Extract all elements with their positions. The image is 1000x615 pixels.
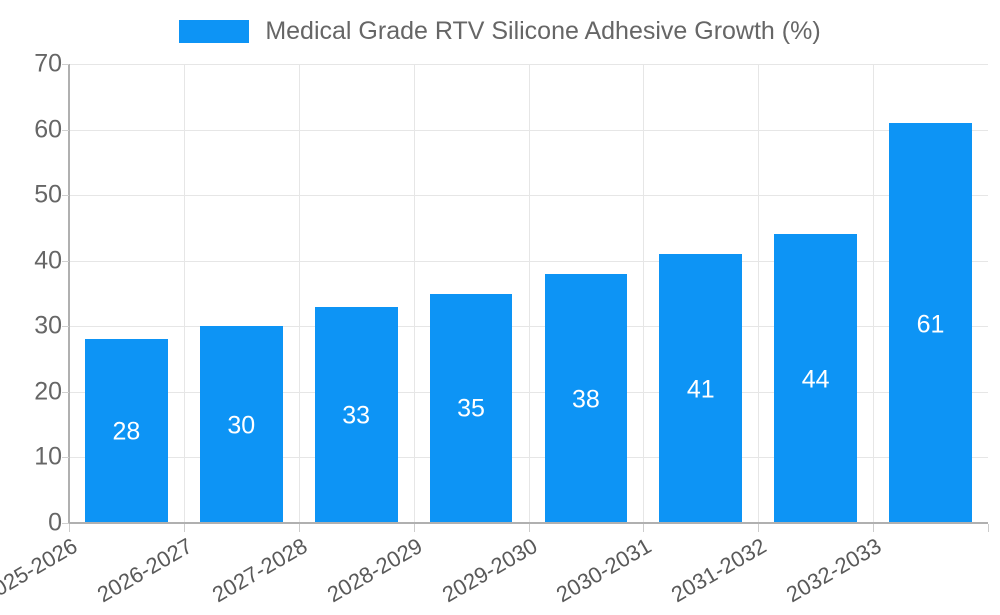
bar[interactable] [199, 326, 283, 523]
y-axis-tick-label: 0 [48, 508, 62, 537]
bar[interactable] [85, 339, 168, 523]
bar[interactable] [659, 254, 743, 523]
bar[interactable] [429, 293, 513, 523]
y-axis-tick-mark [62, 64, 69, 65]
gridline-horizontal [69, 64, 988, 65]
y-axis-tick-label: 40 [34, 246, 62, 275]
y-axis-tick-mark [62, 523, 69, 524]
y-axis-tick-label: 20 [34, 377, 62, 406]
x-axis-tick-mark [298, 524, 300, 532]
plot-area: 28 30 33 35 38 41 44 61 [69, 64, 988, 524]
x-axis-tick-label: 2031-2032 [667, 533, 771, 608]
gridline-vertical [643, 64, 644, 523]
gridline-horizontal [69, 391, 988, 393]
gridline-vertical [873, 64, 874, 523]
x-axis-line [69, 522, 988, 524]
gridline-horizontal [69, 195, 988, 197]
x-axis-tick-mark [183, 524, 185, 532]
chart-legend: Medical Grade RTV Silicone Adhesive Grow… [0, 10, 1000, 52]
x-axis-tick-label: 2032-2033 [782, 533, 886, 608]
y-axis-tick-mark [62, 391, 69, 393]
x-axis-tick-label: 2027-2028 [207, 533, 312, 608]
gridline-horizontal [69, 129, 988, 131]
y-axis-tick-mark [62, 260, 69, 262]
gridline-vertical [414, 64, 415, 523]
bar[interactable] [544, 273, 628, 523]
bar[interactable] [314, 306, 398, 523]
y-axis-tick-label: 70 [34, 49, 62, 78]
y-axis-tick-mark [62, 457, 69, 459]
x-axis-tick-mark [643, 524, 645, 532]
legend-swatch-series-1[interactable] [179, 19, 250, 43]
gridline-vertical [758, 64, 759, 523]
y-axis-tick-mark [62, 326, 69, 328]
x-axis-tick-mark [69, 524, 70, 532]
gridline-horizontal [69, 326, 988, 328]
x-axis-tick-mark [873, 524, 875, 532]
gridline-horizontal [69, 260, 988, 262]
y-axis-tick-mark [62, 195, 69, 197]
legend-label-series-1: Medical Grade RTV Silicone Adhesive Grow… [265, 16, 821, 45]
y-axis-line [68, 64, 70, 524]
x-axis-tick-mark [413, 524, 415, 532]
y-axis-tick-label: 50 [34, 180, 62, 209]
gridline-vertical [184, 64, 185, 523]
x-axis-tick-mark [528, 524, 530, 532]
x-axis-tick-label: 2028-2029 [322, 533, 427, 608]
gridline-horizontal [69, 457, 988, 459]
x-axis-tick-label: 2026-2027 [92, 533, 197, 608]
x-axis-tick-mark [758, 524, 760, 532]
x-axis-tick-label: 2029-2030 [437, 533, 541, 608]
y-axis-tick-label: 30 [34, 311, 62, 340]
y-axis-tick-label: 10 [34, 442, 62, 471]
x-axis-tick-label: 2030-2031 [552, 533, 656, 608]
y-axis-tick-label: 60 [34, 115, 62, 144]
x-axis-tick-mark [988, 524, 989, 532]
gridline-vertical [299, 64, 300, 523]
bar[interactable] [774, 234, 858, 523]
y-axis-tick-mark [62, 129, 69, 131]
bar[interactable] [889, 123, 972, 523]
gridline-vertical [529, 64, 530, 523]
y-axis-ticks: 0 10 20 30 40 50 60 70 [0, 0, 69, 600]
